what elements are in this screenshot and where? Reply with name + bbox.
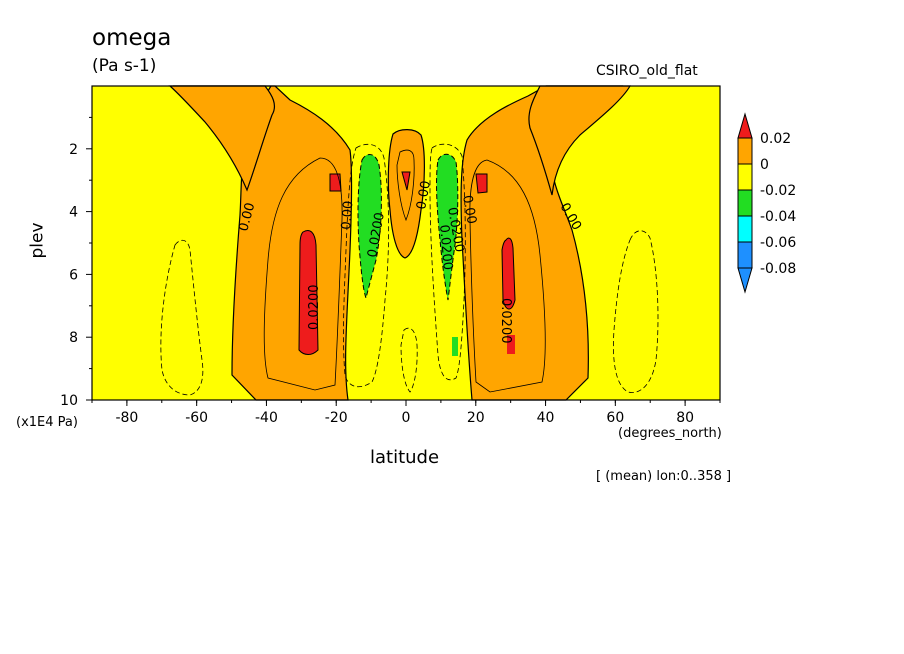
x-tick-label: -20 [325, 410, 348, 426]
min-region-small [452, 337, 458, 356]
x-tick-label: -60 [185, 410, 208, 426]
plot-area: 0.00 0.00 0.0200 0.0200 0.00 0.0200 0.02… [91, 85, 721, 401]
y-tick-label: 10 [60, 393, 78, 409]
x-tick-label: 0 [402, 410, 411, 426]
max-region-right-low [507, 335, 515, 354]
averaging-note: [ (mean) lon:0..358 ] [596, 469, 732, 484]
max-region-small-right [475, 173, 488, 194]
contour-label: 0.00 [414, 180, 434, 211]
legend-level-label: 0.02 [760, 131, 791, 147]
contour-lines [263, 149, 546, 393]
contour-line-center-inner [396, 149, 415, 222]
max-region-left [298, 230, 319, 355]
contour-label: 0.00 [339, 200, 356, 230]
legend-color-swatch [737, 241, 753, 269]
legend-color-swatch [737, 137, 753, 165]
legend-top-arrow [737, 112, 753, 139]
y-axis-units: (x1E4 Pa) [16, 415, 78, 430]
x-tick-label: -40 [255, 410, 278, 426]
contour-label: 0.00 [459, 194, 479, 225]
x-tick-label: 40 [537, 410, 555, 426]
contour-line-right-inner [469, 159, 546, 393]
x-tick-label: 80 [676, 410, 694, 426]
y-tick-label: 2 [69, 142, 78, 158]
legend-level-label: -0.04 [760, 209, 796, 225]
positive-region-center [387, 129, 425, 259]
legend-level-label: 0 [760, 157, 769, 173]
legend-level-label: -0.08 [760, 261, 796, 277]
min-region-right [436, 153, 459, 301]
positive-region-top-right [528, 85, 632, 196]
y-tick-label: 4 [69, 205, 78, 221]
contour-label: 0.00 [236, 201, 258, 233]
positive-region-top-left [168, 85, 276, 192]
legend-color-swatch [737, 215, 753, 243]
x-axis: -80 -60 -40 -20 0 20 40 60 80 [91, 400, 721, 426]
y-tick-label: 8 [69, 330, 78, 346]
legend-color-swatch [737, 163, 753, 191]
dashed-contour-left-center [343, 143, 390, 388]
legend-level-label: -0.06 [760, 235, 796, 251]
color-legend: 0.02 0 -0.02 -0.04 -0.06 -0.08 [737, 112, 796, 294]
contour-line-left-inner [263, 157, 343, 391]
dashed-contour-left-outer [160, 239, 204, 396]
max-region-center [401, 171, 411, 191]
x-tick-label: -80 [115, 410, 138, 426]
contour-label: 0.0200 [436, 224, 455, 271]
contour-label: 0.0200 [307, 285, 322, 331]
x-axis-label: latitude [370, 447, 440, 468]
legend-bottom-arrow [737, 267, 753, 294]
chart-title: omega [92, 25, 172, 51]
legend-level-label: -0.02 [760, 183, 796, 199]
chart-units: (Pa s-1) [92, 56, 157, 76]
contour-label: 0.0200 [498, 298, 513, 344]
y-axis: 2 4 6 8 10 [60, 116, 92, 409]
dashed-contours [160, 143, 659, 396]
x-tick-label: 60 [606, 410, 624, 426]
min-region-left [357, 154, 382, 300]
x-tick-label: 20 [467, 410, 485, 426]
dataset-label: CSIRO_old_flat [596, 63, 698, 79]
dashed-contour-right-center [429, 143, 466, 381]
y-tick-label: 6 [69, 267, 78, 283]
max-region-right [501, 237, 516, 310]
x-axis-units: (degrees_north) [618, 426, 722, 441]
dashed-contour-center-low [400, 327, 418, 393]
legend-color-swatch [737, 189, 753, 217]
dashed-contour-right-outer [613, 230, 659, 393]
